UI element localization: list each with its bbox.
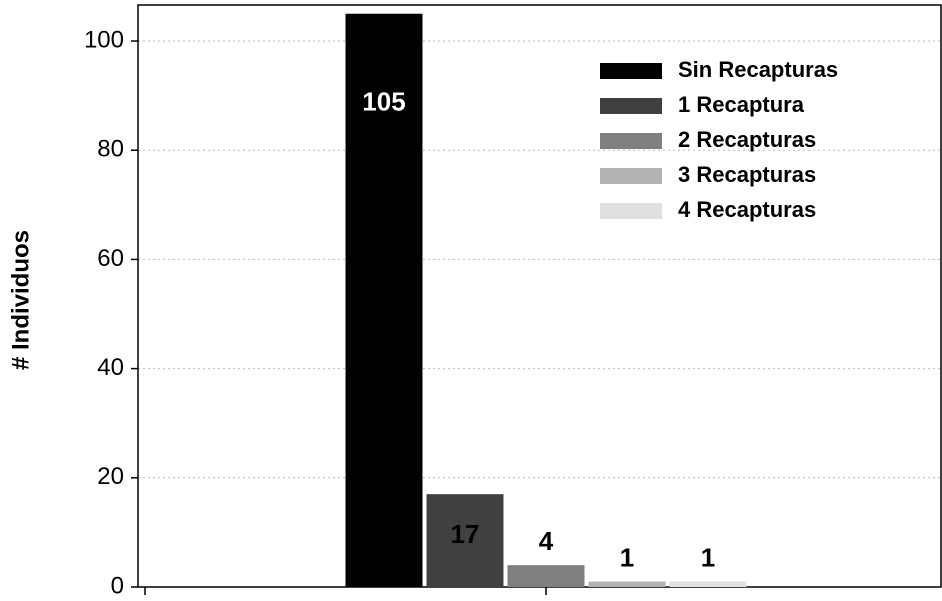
y-tick-label: 80 [97,136,124,163]
legend-label: Sin Recapturas [678,57,838,82]
y-axis-title: # Individuos [7,230,34,370]
legend-swatch [600,133,662,149]
legend-label: 4 Recapturas [678,197,816,222]
value-label: 1 [701,542,715,572]
legend-label: 3 Recapturas [678,162,816,187]
value-label: 4 [539,526,554,556]
bar [669,581,747,587]
y-tick-label: 0 [111,572,124,599]
y-tick-label: 20 [97,463,124,490]
bar [345,13,423,587]
legend-swatch [600,203,662,219]
legend-swatch [600,63,662,79]
legend-swatch [600,98,662,114]
value-label: 1 [620,542,634,572]
y-tick-label: 60 [97,245,124,272]
value-label: 105 [362,87,405,117]
bar [507,565,585,587]
y-tick-label: 100 [84,26,124,53]
legend-swatch [600,168,662,184]
plot-frame [137,4,942,588]
legend-label: 2 Recapturas [678,127,816,152]
value-label: 17 [451,519,480,549]
legend-label: 1 Recaptura [678,92,805,117]
y-tick-label: 40 [97,354,124,381]
bar [426,494,504,587]
bar [588,581,666,587]
